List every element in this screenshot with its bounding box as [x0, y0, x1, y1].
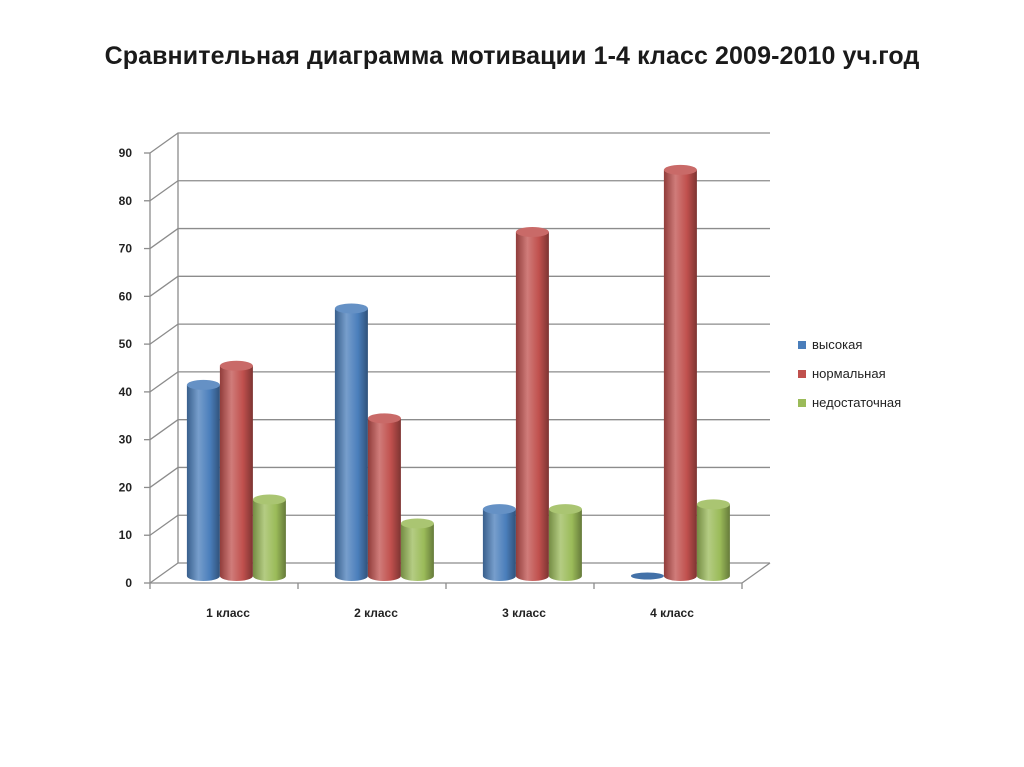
bar-top: [400, 518, 434, 529]
bar-недостаточная-3 класс: [548, 504, 582, 581]
bar-top: [663, 164, 697, 175]
bar-высокая-3 класс: [482, 504, 516, 581]
x-tick-label-0: 1 класс: [206, 606, 250, 620]
bar-top: [252, 494, 286, 505]
bar-body: [334, 308, 368, 581]
legend-swatch: [798, 341, 806, 349]
bars: [186, 164, 730, 581]
y-tick-label-50: 50: [119, 337, 133, 351]
y-tick-label-70: 70: [119, 242, 133, 256]
y-tick-label-10: 10: [119, 528, 133, 542]
y-tick-label-20: 20: [119, 480, 133, 494]
legend-item-0: высокая: [798, 337, 862, 352]
legend-swatch: [798, 370, 806, 378]
y-tick-label-80: 80: [119, 194, 133, 208]
bar-нормальная-3 класс: [515, 227, 549, 581]
bar-нормальная-2 класс: [367, 413, 401, 581]
bar-top: [186, 379, 220, 390]
bar-top: [515, 227, 549, 237]
legend: высокая нормальная недостаточная: [798, 337, 901, 410]
bar-body: [400, 523, 434, 581]
bar-top: [219, 360, 253, 371]
bar-body: [696, 504, 730, 581]
legend-label: нормальная: [812, 366, 886, 381]
bar-top: [482, 504, 516, 515]
bar-высокая-4 класс: [630, 572, 664, 580]
bar-высокая-2 класс: [334, 303, 368, 581]
y-tick-label-60: 60: [119, 289, 133, 303]
x-tick-label-1: 2 класс: [354, 606, 398, 620]
y-tick-label-90: 90: [119, 146, 133, 160]
axis-labels: 0 10 20 30 40 50 60 70 80 90 1 класс 2 класс 3 класс…: [119, 146, 695, 620]
bar-top: [334, 303, 368, 314]
bar-недостаточная-1 класс: [252, 494, 286, 581]
axes: [144, 133, 771, 589]
y-tick-label-0: 0: [125, 576, 132, 590]
bar-недостаточная-2 класс: [400, 518, 434, 581]
bar-top: [630, 572, 664, 580]
bar-body: [482, 509, 516, 581]
gridline-90: [149, 132, 770, 154]
y-tick-label-30: 30: [119, 433, 133, 447]
bar-нормальная-1 класс: [219, 360, 253, 581]
chart-title: Сравнительная диаграмма мотивации 1-4 кл…: [104, 42, 920, 70]
legend-label: высокая: [812, 337, 862, 352]
bar-нормальная-4 класс: [663, 164, 697, 581]
bar-body: [186, 384, 220, 581]
x-tick-label-3: 4 класс: [650, 606, 694, 620]
bar-body: [252, 499, 286, 581]
bar-top: [696, 499, 730, 510]
bar-body: [548, 509, 582, 581]
bar-body: [367, 418, 401, 581]
legend-item-1: нормальная: [798, 366, 886, 381]
legend-item-2: недостаточная: [798, 395, 901, 410]
bar-недостаточная-4 класс: [696, 499, 730, 581]
bar-top: [548, 504, 582, 515]
bar-body: [219, 365, 253, 581]
bar-body: [663, 169, 697, 581]
bar-top: [367, 413, 401, 424]
bar-высокая-1 класс: [186, 379, 220, 581]
floor-right-edge: [741, 562, 771, 584]
legend-swatch: [798, 399, 806, 407]
legend-label: недостаточная: [812, 395, 901, 410]
x-tick-label-2: 3 класс: [502, 606, 546, 620]
y-tick-label-40: 40: [119, 385, 133, 399]
bar-body: [515, 232, 549, 581]
